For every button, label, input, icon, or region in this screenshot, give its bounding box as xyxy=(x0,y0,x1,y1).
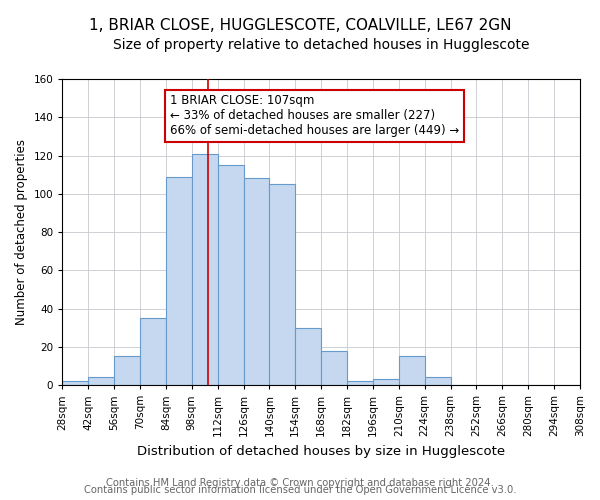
Bar xyxy=(218,165,244,385)
Bar xyxy=(62,381,88,385)
Y-axis label: Number of detached properties: Number of detached properties xyxy=(15,139,28,325)
Text: Contains HM Land Registry data © Crown copyright and database right 2024.: Contains HM Land Registry data © Crown c… xyxy=(106,478,494,488)
Bar xyxy=(114,356,140,385)
Bar xyxy=(295,328,321,385)
Text: 1 BRIAR CLOSE: 107sqm
← 33% of detached houses are smaller (227)
66% of semi-det: 1 BRIAR CLOSE: 107sqm ← 33% of detached … xyxy=(170,94,459,138)
Bar xyxy=(244,178,269,385)
Bar xyxy=(347,381,373,385)
Text: 1, BRIAR CLOSE, HUGGLESCOTE, COALVILLE, LE67 2GN: 1, BRIAR CLOSE, HUGGLESCOTE, COALVILLE, … xyxy=(89,18,511,32)
Bar xyxy=(373,380,399,385)
Bar xyxy=(399,356,425,385)
Bar xyxy=(88,378,114,385)
X-axis label: Distribution of detached houses by size in Hugglescote: Distribution of detached houses by size … xyxy=(137,444,505,458)
Title: Size of property relative to detached houses in Hugglescote: Size of property relative to detached ho… xyxy=(113,38,529,52)
Bar xyxy=(269,184,295,385)
Bar xyxy=(166,176,192,385)
Text: Contains public sector information licensed under the Open Government Licence v3: Contains public sector information licen… xyxy=(84,485,516,495)
Bar xyxy=(140,318,166,385)
Bar xyxy=(192,154,218,385)
Bar xyxy=(425,378,451,385)
Bar xyxy=(321,350,347,385)
